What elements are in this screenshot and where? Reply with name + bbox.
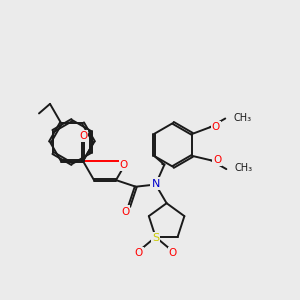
Text: N: N — [152, 178, 160, 188]
Text: CH₃: CH₃ — [233, 112, 251, 122]
Text: O: O — [212, 122, 220, 132]
Text: O: O — [213, 155, 221, 165]
Text: O: O — [169, 248, 177, 258]
Text: S: S — [152, 233, 159, 243]
Text: CH₃: CH₃ — [234, 163, 253, 173]
Text: O: O — [121, 206, 129, 217]
Text: O: O — [134, 248, 142, 258]
Text: O: O — [120, 160, 128, 170]
Text: O: O — [79, 131, 87, 141]
